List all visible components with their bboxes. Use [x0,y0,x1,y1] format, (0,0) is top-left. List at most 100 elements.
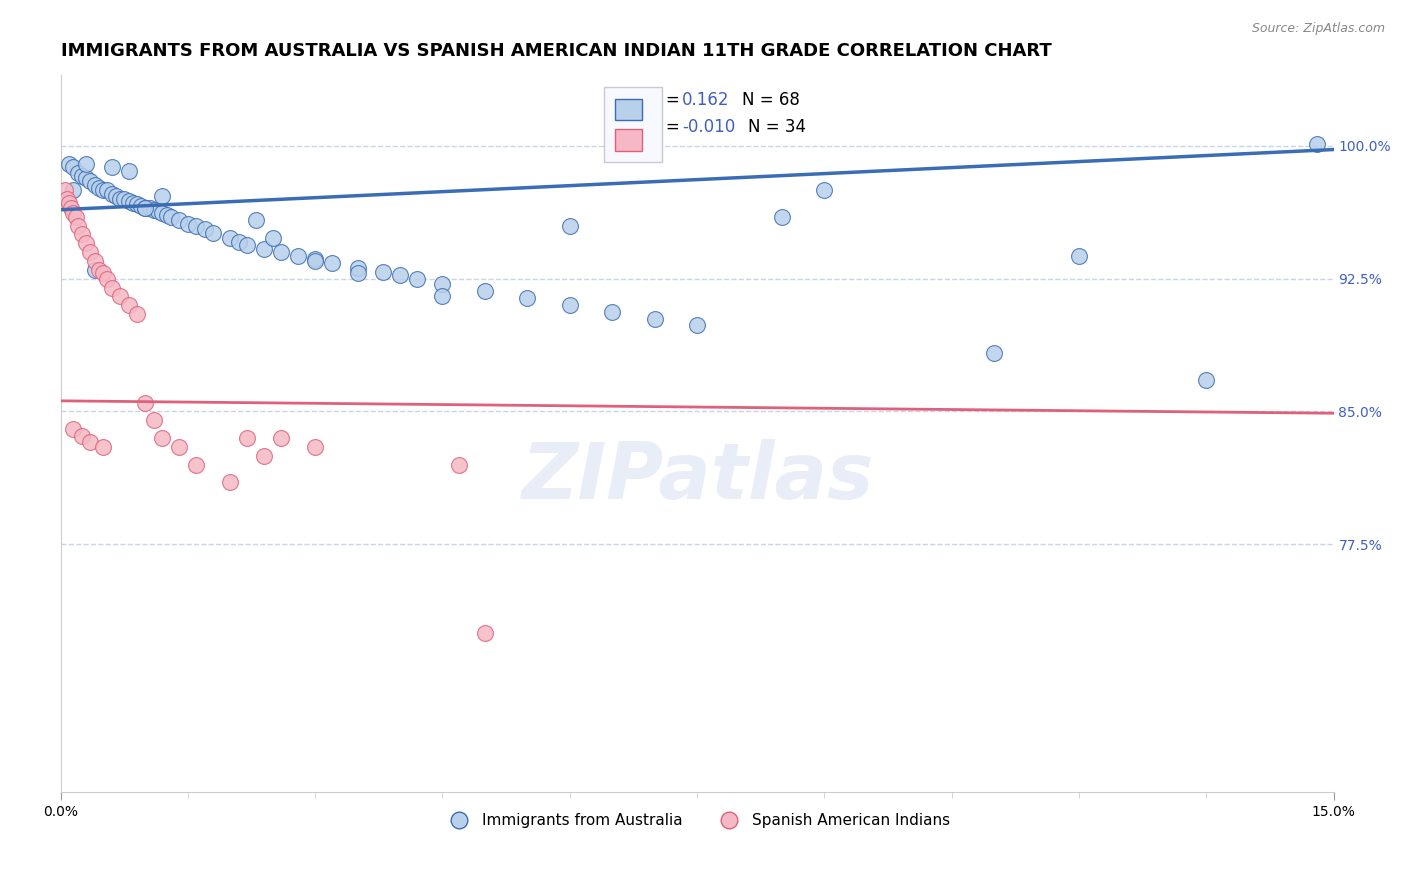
Point [600,305,623,319]
Point [56,192,79,206]
Point [152,188,174,202]
Point [558,219,581,233]
Point [1305,137,1327,152]
Text: -0.010: -0.010 [682,118,735,136]
Point [236,238,259,252]
Point [117,163,139,178]
Point [125,197,148,211]
Point [75,170,97,185]
Point [686,318,709,332]
Point [169,440,191,454]
Text: R =: R = [648,91,685,110]
Point [202,226,225,240]
Point [156,208,179,222]
Point [117,194,139,208]
Point [91,440,114,454]
Point [134,201,156,215]
Point [228,235,250,249]
Point [304,252,326,267]
Point [91,267,114,281]
Point [770,210,793,224]
Point [194,222,217,236]
Point [70,227,93,242]
Point [62,206,84,220]
Point [304,440,326,454]
Text: Source: ZipAtlas.com: Source: ZipAtlas.com [1251,22,1385,36]
Point [983,346,1005,360]
Point [108,192,131,206]
Point [79,245,101,260]
Point [138,201,160,215]
Point [160,210,183,224]
Point [371,265,394,279]
Text: R =: R = [648,118,685,136]
Point [129,199,152,213]
Point [516,291,538,305]
Text: IMMIGRANTS FROM AUSTRALIA VS SPANISH AMERICAN INDIAN 11TH GRADE CORRELATION CHAR: IMMIGRANTS FROM AUSTRALIA VS SPANISH AME… [60,42,1052,60]
Point [66,219,89,233]
Point [186,219,208,233]
Point [346,261,368,276]
Point [143,413,166,427]
Point [474,625,496,640]
Point [449,458,471,472]
Point [59,201,82,215]
Text: ZIPatlas: ZIPatlas [522,439,873,515]
Point [406,271,429,285]
Point [253,242,276,256]
Point [62,183,84,197]
Point [186,458,208,472]
Point [100,160,122,174]
Point [70,429,93,443]
Point [287,249,309,263]
Point [262,231,284,245]
Point [121,195,143,210]
Point [70,169,93,183]
Point [236,431,259,445]
Legend: Immigrants from Australia, Spanish American Indians: Immigrants from Australia, Spanish Ameri… [439,807,956,835]
Point [104,188,127,202]
Point [53,183,76,197]
Point [346,267,368,281]
Point [270,245,292,260]
Point [100,280,122,294]
Point [83,178,105,192]
Point [112,192,135,206]
Point [644,312,666,326]
Point [83,254,105,268]
Point [58,157,80,171]
Point [79,434,101,449]
Point [304,254,326,268]
Point [321,256,343,270]
Text: 0.162: 0.162 [682,91,730,110]
Point [1067,249,1090,263]
Point [75,157,97,171]
Point [389,268,412,283]
Point [66,165,89,179]
Point [474,284,496,298]
Point [117,298,139,312]
Point [108,289,131,303]
Point [1195,373,1218,387]
Point [558,298,581,312]
Point [169,213,191,227]
Point [96,271,118,285]
Point [152,206,174,220]
Text: N = 34: N = 34 [748,118,806,136]
Text: N = 68: N = 68 [741,91,800,110]
Point [62,422,84,436]
Point [143,202,166,217]
Point [813,183,835,197]
Point [83,263,105,277]
Point [134,201,156,215]
Point [432,277,454,291]
Point [432,289,454,303]
Point [270,431,292,445]
Point [87,263,110,277]
Point [75,236,97,251]
Point [100,186,122,201]
Point [58,195,80,210]
Point [65,210,87,224]
Point [96,183,118,197]
Point [62,160,84,174]
